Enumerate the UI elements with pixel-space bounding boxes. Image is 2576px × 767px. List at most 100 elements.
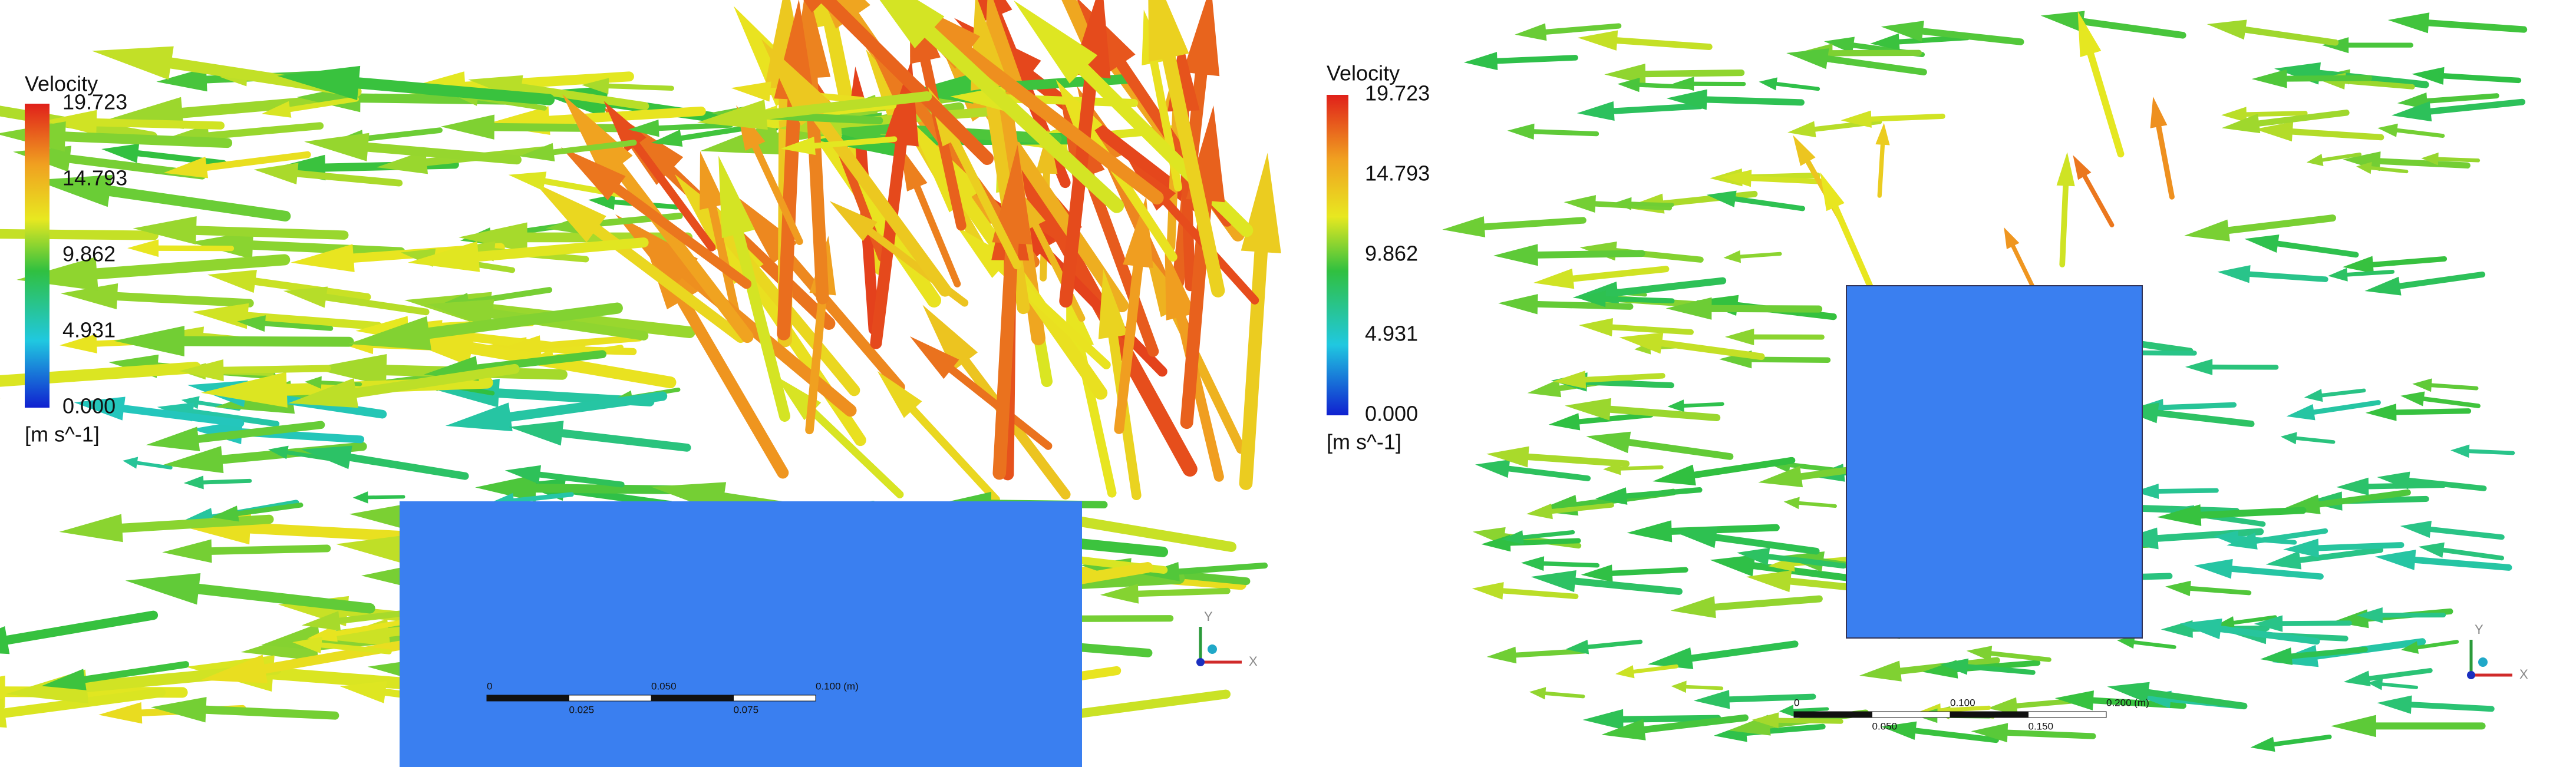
velocity-arrow bbox=[877, 371, 1000, 504]
velocity-arrow bbox=[2280, 432, 2336, 445]
arrow-head bbox=[352, 491, 368, 504]
arrow-shaft bbox=[2320, 152, 2362, 162]
arrow-head bbox=[311, 353, 387, 386]
legend-tick-label: 14.793 bbox=[1365, 161, 1430, 186]
velocity-arrow bbox=[1531, 570, 1683, 595]
arrow-head bbox=[1752, 712, 1779, 729]
arrow-shaft bbox=[1481, 217, 1587, 230]
velocity-arrow bbox=[504, 465, 625, 488]
velocity-arrow bbox=[162, 539, 331, 563]
velocity-arrow bbox=[1581, 564, 1688, 583]
velocity-arrow bbox=[2330, 715, 2486, 738]
arrow-head bbox=[0, 626, 10, 654]
velocity-arrow bbox=[445, 391, 668, 432]
arrow-head bbox=[163, 157, 209, 178]
arrow-head bbox=[2157, 504, 2202, 526]
velocity-arrow bbox=[2286, 400, 2381, 421]
velocity-arrow bbox=[2365, 404, 2472, 421]
velocity-arrow bbox=[560, 147, 752, 289]
arrow-head bbox=[1182, 0, 1220, 77]
velocity-arrow bbox=[2073, 155, 2115, 227]
velocity-arrow bbox=[2133, 484, 2219, 500]
arrow-head bbox=[162, 539, 212, 563]
velocity-arrow bbox=[2283, 538, 2405, 558]
arrow-head bbox=[879, 0, 945, 49]
arrow-head bbox=[1578, 30, 1618, 51]
arrow-head bbox=[475, 474, 536, 502]
velocity-arrow bbox=[1693, 690, 1816, 709]
arrow-head bbox=[718, 156, 755, 239]
arrow-head bbox=[2254, 615, 2283, 632]
arrow-shaft bbox=[1576, 412, 1654, 425]
arrow-shaft bbox=[1572, 577, 1683, 595]
velocity-arrow bbox=[2107, 682, 2248, 710]
velocity-arrow bbox=[1442, 216, 1587, 237]
color-bar bbox=[1327, 95, 1348, 415]
arrow-head bbox=[2356, 161, 2372, 174]
velocity-arrow bbox=[1486, 646, 1587, 664]
arrow-shaft bbox=[511, 492, 574, 503]
arrow-head bbox=[150, 697, 207, 723]
arrow-head bbox=[603, 101, 647, 153]
arrow-head bbox=[253, 163, 299, 185]
arrow-head bbox=[440, 114, 495, 140]
arrow-head bbox=[1615, 665, 1635, 679]
arrow-head bbox=[700, 121, 781, 155]
velocity-arrow bbox=[1475, 459, 1591, 481]
arrow-head bbox=[268, 445, 289, 459]
velocity-arrow bbox=[1820, 172, 1875, 292]
arrow-shaft bbox=[1531, 129, 1599, 137]
arrow-shaft bbox=[1938, 705, 1991, 713]
arrow-shaft bbox=[2232, 615, 2277, 625]
velocity-arrow bbox=[718, 156, 790, 422]
arrow-head bbox=[2374, 550, 2416, 570]
velocity-arrow bbox=[2400, 391, 2481, 408]
arrow-head bbox=[2221, 113, 2261, 134]
arrow-shaft bbox=[909, 405, 1000, 504]
arrow-shaft bbox=[201, 478, 252, 485]
arrow-shaft bbox=[1766, 554, 1846, 569]
arrow-head bbox=[509, 421, 564, 446]
arrow-shaft bbox=[1543, 691, 1585, 699]
velocity-arrow bbox=[2421, 152, 2481, 166]
arrow-head bbox=[1746, 570, 1792, 593]
arrow-shaft bbox=[1525, 453, 1630, 467]
velocity-arrow bbox=[509, 421, 691, 452]
arrow-shaft bbox=[913, 183, 961, 287]
arrow-head bbox=[91, 46, 174, 80]
arrow-head bbox=[498, 335, 542, 357]
velocity-arrow bbox=[1724, 328, 1825, 346]
arrow-head bbox=[1787, 121, 1816, 138]
arrow-shaft bbox=[2156, 124, 2175, 200]
velocity-arrow bbox=[146, 421, 325, 451]
arrow-shaft bbox=[1506, 465, 1591, 481]
arrow-shaft bbox=[2145, 689, 2248, 710]
arrow-head bbox=[146, 427, 200, 451]
arrow-shaft bbox=[1534, 300, 1634, 310]
arrow-head bbox=[581, 78, 609, 94]
arrow-shaft bbox=[819, 0, 994, 166]
scale-bar-label: 0.025 bbox=[569, 704, 595, 715]
velocity-arrow bbox=[697, 91, 932, 130]
velocity-arrow bbox=[2244, 234, 2359, 258]
arrow-shaft bbox=[2394, 128, 2445, 138]
arrow-shaft bbox=[1776, 718, 1843, 724]
arrow-shaft bbox=[466, 342, 677, 389]
arrow-head bbox=[445, 402, 513, 432]
arrow-shaft bbox=[351, 363, 520, 398]
arrow-head bbox=[1498, 294, 1538, 315]
arrow-shaft bbox=[2427, 527, 2505, 540]
arrow-head bbox=[125, 573, 201, 605]
arrow-head bbox=[909, 336, 959, 379]
arrow-head bbox=[291, 244, 355, 272]
velocity-arrow bbox=[1565, 398, 1721, 422]
arrow-shaft bbox=[2440, 73, 2522, 84]
velocity-arrow bbox=[922, 305, 1071, 500]
arrow-head bbox=[2254, 121, 2294, 142]
arrow-shaft bbox=[104, 186, 291, 221]
velocity-arrow bbox=[277, 65, 555, 105]
velocity-arrow bbox=[237, 315, 334, 332]
legend-tick-label: 19.723 bbox=[1365, 81, 1430, 105]
velocity-arrow bbox=[114, 326, 354, 357]
arrow-shaft bbox=[473, 237, 649, 262]
